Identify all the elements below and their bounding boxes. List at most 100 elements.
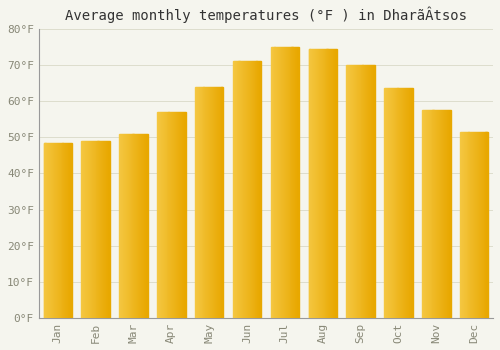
Bar [89,141,90,318]
Bar [298,47,299,318]
Bar [218,86,220,318]
Bar [391,89,392,318]
Bar [427,110,428,318]
Bar [284,47,285,318]
Bar [162,112,163,318]
Bar [290,47,292,318]
Bar [170,112,172,318]
Bar [292,47,294,318]
Bar [445,110,446,318]
Bar [398,89,400,318]
Bar [385,89,386,318]
Bar [164,112,166,318]
Bar [448,110,450,318]
Bar [96,141,98,318]
Bar [330,49,332,318]
Bar [367,65,368,318]
Bar [181,112,182,318]
Bar [244,61,245,318]
Bar [166,112,168,318]
Bar [214,86,215,318]
Bar [240,61,242,318]
Bar [473,132,474,318]
Bar [98,141,100,318]
Bar [90,141,91,318]
Bar [426,110,427,318]
Bar [479,132,480,318]
Bar [278,47,280,318]
Bar [286,47,287,318]
Bar [121,134,122,318]
Bar [474,132,475,318]
Bar [392,89,393,318]
Bar [482,132,484,318]
Bar [444,110,445,318]
Bar [252,61,254,318]
Bar [346,65,348,318]
Bar [358,65,360,318]
Bar [281,47,282,318]
Bar [210,86,211,318]
Bar [204,86,206,318]
Bar [441,110,442,318]
Bar [86,141,87,318]
Bar [476,132,477,318]
Bar [109,141,110,318]
Bar [425,110,426,318]
Bar [197,86,198,318]
Bar [139,134,140,318]
Bar [234,61,235,318]
Bar [333,49,334,318]
Bar [53,143,54,318]
Bar [310,49,312,318]
Bar [178,112,179,318]
Bar [55,143,56,318]
Bar [460,132,461,318]
Bar [389,89,390,318]
Bar [220,86,222,318]
Bar [250,61,251,318]
Bar [184,112,186,318]
Bar [58,143,59,318]
Bar [283,47,284,318]
Bar [475,132,476,318]
Bar [438,110,439,318]
Bar [403,89,404,318]
Bar [136,134,138,318]
Bar [477,132,478,318]
Bar [216,86,217,318]
Bar [94,141,96,318]
Bar [246,61,247,318]
Bar [50,143,51,318]
Bar [126,134,127,318]
Bar [249,61,250,318]
Bar [428,110,429,318]
Bar [400,89,402,318]
Bar [70,143,71,318]
Bar [200,86,202,318]
Bar [328,49,330,318]
Bar [168,112,170,318]
Bar [238,61,240,318]
Bar [279,47,280,318]
Bar [172,112,174,318]
Bar [233,61,234,318]
Bar [198,86,199,318]
Bar [106,141,107,318]
Bar [354,65,355,318]
Bar [160,112,161,318]
Bar [350,65,351,318]
Bar [322,49,324,318]
Bar [248,61,249,318]
Bar [138,134,139,318]
Bar [159,112,160,318]
Bar [157,112,158,318]
Bar [384,89,385,318]
Bar [122,134,123,318]
Bar [256,61,258,318]
Bar [462,132,463,318]
Bar [396,89,398,318]
Bar [177,112,178,318]
Bar [297,47,298,318]
Bar [123,134,124,318]
